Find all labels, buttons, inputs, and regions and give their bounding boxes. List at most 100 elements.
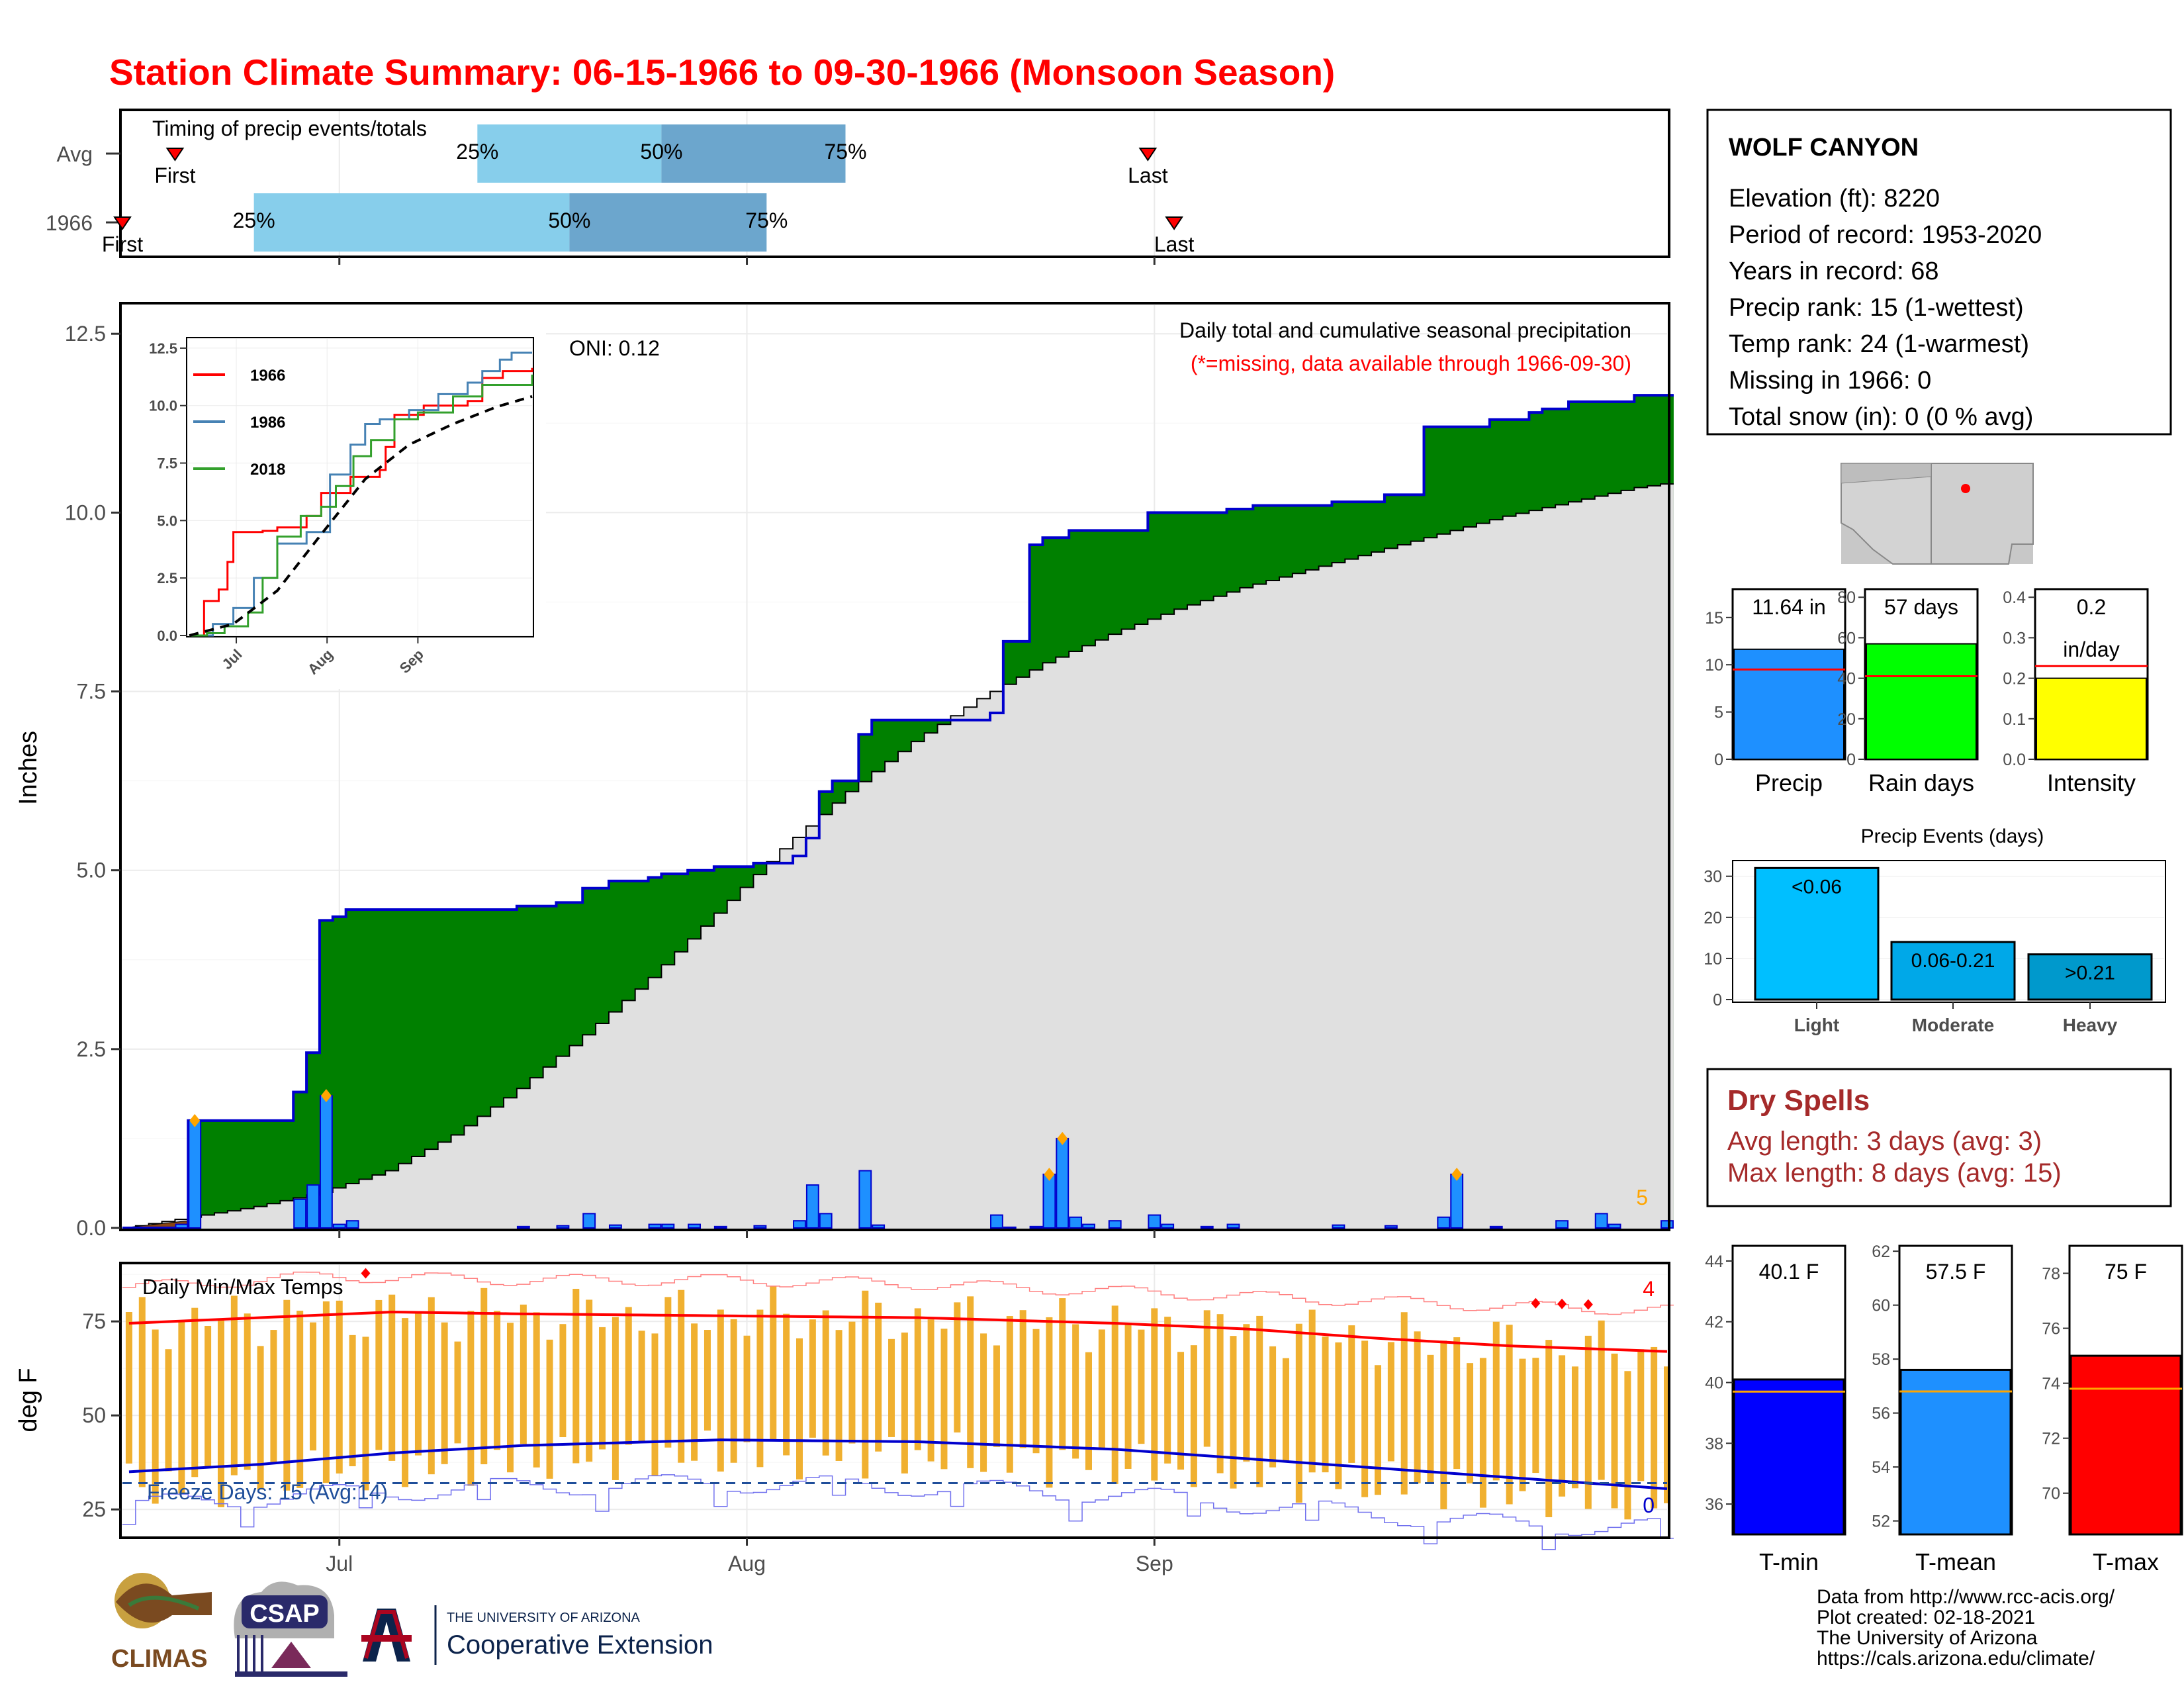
- daily-temp-bar: [296, 1311, 304, 1488]
- daily-temp-bar: [954, 1302, 961, 1432]
- daily-temp-bar: [1203, 1310, 1210, 1447]
- mini-ytick-label: 0.1: [2003, 710, 2026, 729]
- daily-temp-bar: [336, 1300, 343, 1474]
- temp-summary-bar: [2070, 1354, 2182, 1536]
- daily-temp-bar: [1361, 1340, 1369, 1497]
- daily-temp-bar: [1190, 1345, 1197, 1487]
- daily-temp-bar: [1400, 1312, 1408, 1495]
- daily-precip-bar: [1489, 1225, 1503, 1229]
- temp-summary-bar: [1899, 1368, 2012, 1536]
- logos: CLIMAS CSAP THE UNIVERSITY OF ARIZONA Co…: [111, 1573, 713, 1677]
- daily-temp-bar: [230, 1295, 238, 1476]
- daily-temp-bar: [927, 1319, 934, 1462]
- event-bar-heavy: [2027, 953, 2153, 1001]
- heavy-day-marker: [1044, 1167, 1055, 1181]
- daily-temp-bar: [1467, 1363, 1474, 1483]
- daily-temp-bar: [1111, 1305, 1118, 1484]
- timing-last-label: Last: [1154, 232, 1195, 256]
- inset-ytick-label: 12.5: [149, 340, 177, 357]
- mini-value-text: 57 days: [1884, 595, 1958, 619]
- csap-text: CSAP: [250, 1600, 320, 1628]
- footer-line-4: https://cals.arizona.edu/climate/: [1817, 1648, 2095, 1669]
- csap-logo: CSAP: [234, 1581, 347, 1677]
- mini-ytick-label: 0: [1846, 751, 1856, 769]
- daily-precip-bar: [1069, 1216, 1083, 1229]
- daily-precip-bar: [608, 1224, 622, 1229]
- daily-temp-bar: [559, 1324, 567, 1438]
- timing-label: Timing of precip events/totals: [152, 117, 427, 140]
- daily-temp-bar: [520, 1304, 527, 1444]
- temp-ytick-label: 25: [82, 1497, 106, 1521]
- daily-precip-bar: [1608, 1223, 1621, 1229]
- daily-temp-bar: [1584, 1335, 1592, 1509]
- temp-summary-label: T-min: [1759, 1548, 1819, 1575]
- daily-temp-bar: [651, 1333, 659, 1476]
- daily-temp-bar: [664, 1297, 672, 1448]
- event-bar-text: <0.06: [1792, 876, 1842, 898]
- daily-precip-bar: [661, 1223, 675, 1229]
- temp-summary-ytick-label: 58: [1872, 1350, 1890, 1369]
- inset-legend-label: 1986: [250, 414, 285, 432]
- daily-precip-bar: [872, 1224, 886, 1229]
- footer-line-2: Plot created: 02-18-2021: [1817, 1607, 2035, 1628]
- daily-precip-bar: [1384, 1225, 1398, 1229]
- daily-temp-bar: [1308, 1309, 1316, 1473]
- daily-precip-bar: [858, 1170, 872, 1229]
- precip-ylabel: Inches: [15, 731, 42, 805]
- daily-temp-bar: [1637, 1349, 1645, 1481]
- timing-p25: 25%: [233, 209, 275, 232]
- daily-temp-bar: [1151, 1308, 1158, 1481]
- daily-temp-bar: [980, 1333, 987, 1472]
- events-ytick-label: 30: [1704, 868, 1722, 886]
- timing-first-marker: [165, 148, 185, 162]
- inset-ytick-label: 0.0: [157, 628, 177, 644]
- daily-temp-bar: [1032, 1329, 1040, 1454]
- daily-temp-bar: [205, 1325, 212, 1468]
- station-info-box: WOLF CANYON Elevation (ft): 8220 Period o…: [1706, 109, 2172, 436]
- daily-precip-bar: [306, 1184, 320, 1229]
- tmin-record-line: [122, 1474, 1674, 1550]
- daily-precip-bar: [793, 1220, 806, 1229]
- daily-temp-bar: [691, 1323, 698, 1461]
- event-label: Light: [1794, 1015, 1839, 1035]
- daily-temp-bar: [1335, 1342, 1342, 1489]
- average-cumulative-area: [122, 484, 1674, 1228]
- daily-temp-bar: [1059, 1298, 1066, 1450]
- daily-precip-bar: [345, 1220, 359, 1229]
- mini-value-bar: [1866, 643, 1977, 760]
- daily-precip-bar: [1003, 1226, 1017, 1229]
- daily-temp-bar: [1046, 1317, 1053, 1488]
- precip-ytick-label: 0.0: [77, 1216, 106, 1240]
- mini-ytick-label: 0.3: [2003, 629, 2026, 647]
- station-info-line: Temp rank: 24 (1-warmest): [1729, 330, 2029, 358]
- daily-temp-bar: [1322, 1336, 1329, 1473]
- temp-summary-ytick-label: 72: [2042, 1430, 2060, 1448]
- station-info-line: Total snow (in): 0 (0 % avg): [1729, 403, 2033, 431]
- daily-precip-bar: [319, 1095, 333, 1229]
- temp-xtick-label: Aug: [728, 1552, 766, 1575]
- daily-temp-bar: [125, 1312, 132, 1464]
- daily-temp-bar: [362, 1336, 369, 1491]
- daily-precip-bar: [1161, 1223, 1175, 1229]
- daily-temp-bar: [480, 1288, 488, 1465]
- cumulative-precip-line: [122, 394, 1674, 1229]
- precip-ytick-label: 7.5: [77, 680, 106, 704]
- daily-temp-bar: [191, 1307, 199, 1477]
- daily-temp-bar: [1282, 1358, 1289, 1462]
- mini-chart-precip: 0 5 10 15 11.64 in Precip: [1705, 588, 1846, 796]
- timing-first-label: First: [102, 232, 143, 256]
- temp-xtick-label: Jul: [326, 1552, 353, 1575]
- temp-ylabel: deg F: [15, 1368, 42, 1432]
- daily-temp-bar: [1085, 1352, 1092, 1470]
- daily-precip-bar: [293, 1198, 307, 1229]
- daily-precip-bar: [1450, 1173, 1464, 1229]
- temp-summary-ytick-label: 52: [1872, 1513, 1890, 1531]
- daily-temp-bar: [467, 1311, 475, 1486]
- daily-temp-bar: [1545, 1340, 1553, 1517]
- mini-ytick-label: 0.0: [2003, 751, 2026, 769]
- daily-temp-bar: [1295, 1323, 1302, 1503]
- daily-temp-bar: [428, 1297, 435, 1475]
- daily-precip-bar: [1661, 1220, 1674, 1229]
